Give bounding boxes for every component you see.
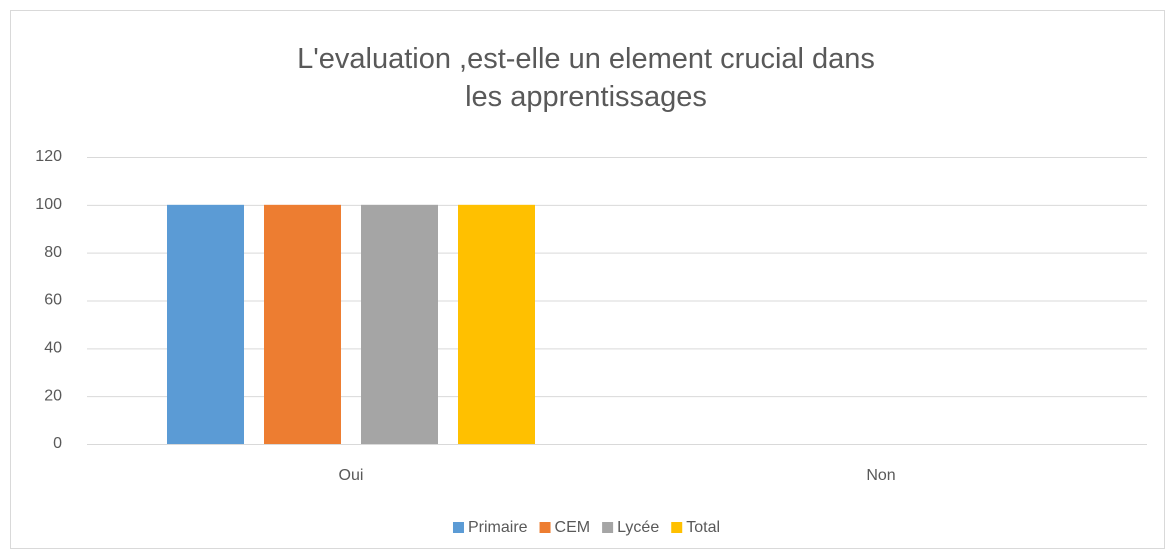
bar (361, 204, 438, 444)
legend-swatch (452, 522, 464, 533)
legend-label: Total (686, 519, 720, 536)
bar (458, 204, 535, 444)
legend-label: CEM (555, 519, 591, 536)
legend-swatch (671, 522, 683, 533)
bar (167, 204, 244, 444)
y-tick-label: 0 (53, 435, 62, 452)
y-tick-label: 20 (44, 387, 62, 404)
chart-title: L'evaluation ,est-elle un element crucia… (297, 43, 875, 113)
legend-swatch (539, 522, 551, 533)
y-tick-label: 60 (44, 292, 62, 309)
legend-label: Lycée (617, 519, 659, 536)
x-tick-label: Non (866, 467, 895, 484)
legend-swatch (602, 522, 614, 533)
x-tick-label: Oui (339, 467, 364, 484)
y-tick-label: 80 (44, 244, 62, 261)
y-tick-label: 120 (35, 148, 62, 165)
y-tick-label: 100 (35, 196, 62, 213)
legend-label: Primaire (468, 519, 528, 536)
y-tick-label: 40 (44, 340, 62, 357)
bar (264, 204, 341, 444)
